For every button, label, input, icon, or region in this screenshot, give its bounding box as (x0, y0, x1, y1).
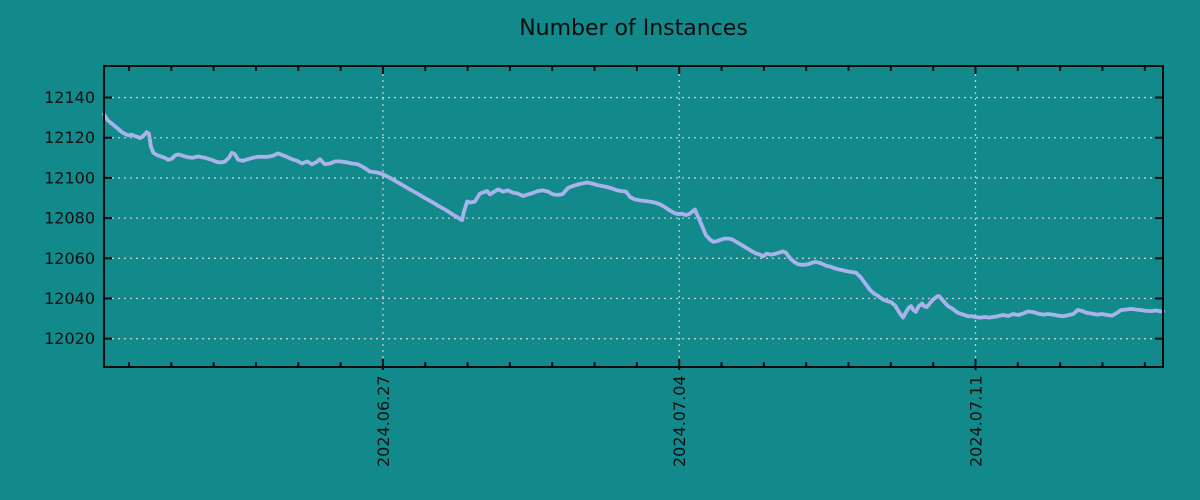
y-tick-label: 12020 (44, 329, 95, 348)
y-tick-label: 12060 (44, 249, 95, 268)
chart-title: Number of Instances (519, 16, 748, 41)
y-tick-label: 12100 (44, 168, 95, 187)
y-tick-label: 12120 (44, 128, 95, 147)
y-tick-label: 12080 (44, 209, 95, 228)
y-tick-label: 12140 (44, 88, 95, 107)
x-tick-label: 2024.06.27 (374, 375, 393, 467)
plot-border (103, 65, 1164, 368)
x-tick-label: 2024.07.11 (966, 375, 985, 467)
y-tick-label: 12040 (44, 289, 95, 308)
x-tick-label: 2024.07.04 (670, 375, 689, 467)
data-line-instances (102, 112, 1165, 320)
